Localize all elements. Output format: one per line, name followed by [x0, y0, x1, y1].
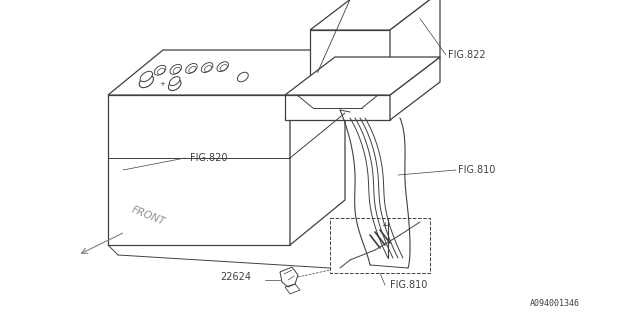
Text: FIG.810: FIG.810 — [390, 280, 428, 290]
Ellipse shape — [170, 76, 180, 85]
Polygon shape — [285, 95, 390, 120]
Text: FIG.810: FIG.810 — [458, 165, 495, 175]
Text: +: + — [159, 81, 165, 87]
Text: FRONT: FRONT — [130, 204, 166, 227]
Polygon shape — [290, 50, 345, 245]
Text: FIG.822: FIG.822 — [448, 50, 486, 60]
Text: FIG.820: FIG.820 — [190, 153, 227, 163]
Polygon shape — [285, 57, 440, 95]
Polygon shape — [310, 30, 390, 95]
Polygon shape — [310, 0, 440, 30]
Text: A094001346: A094001346 — [530, 299, 580, 308]
Polygon shape — [108, 95, 290, 245]
Text: +: + — [381, 220, 388, 229]
Polygon shape — [108, 50, 345, 95]
Polygon shape — [390, 57, 440, 120]
Text: 22624: 22624 — [220, 272, 251, 282]
Polygon shape — [390, 0, 440, 95]
Ellipse shape — [140, 71, 152, 82]
